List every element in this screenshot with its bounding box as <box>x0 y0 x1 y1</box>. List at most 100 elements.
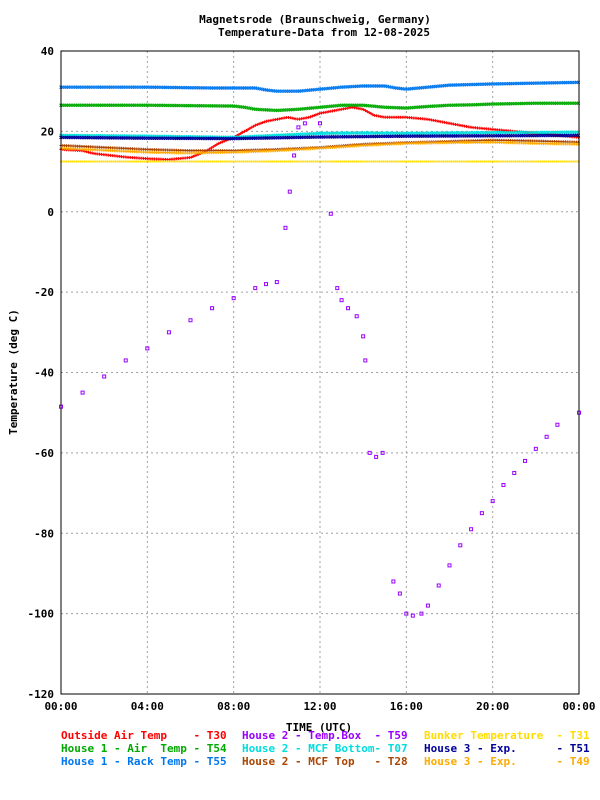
data-point <box>462 160 464 163</box>
data-point <box>374 454 379 459</box>
data-point <box>335 286 340 291</box>
data-point <box>301 160 303 163</box>
data-point <box>225 160 227 163</box>
data-point <box>69 160 72 163</box>
data-point <box>122 160 124 163</box>
data-point <box>291 160 293 163</box>
series-T54 <box>59 101 581 113</box>
series-T51 <box>59 133 581 141</box>
data-point <box>372 160 375 163</box>
data-point <box>404 160 406 163</box>
data-point <box>569 160 571 163</box>
data-point <box>534 160 536 163</box>
data-point <box>296 125 301 130</box>
data-point <box>255 123 259 127</box>
data-point <box>174 160 177 163</box>
data-point <box>147 160 150 163</box>
data-point <box>413 160 416 163</box>
data-point <box>287 160 290 163</box>
y-tick-label: -80 <box>34 527 54 540</box>
data-point <box>303 160 305 163</box>
data-point <box>153 160 156 163</box>
data-point <box>316 112 320 116</box>
data-point <box>165 160 167 163</box>
data-point <box>397 591 402 596</box>
x-tick-label: 04:00 <box>131 700 164 713</box>
data-point <box>141 160 144 163</box>
data-point <box>314 160 317 163</box>
data-point <box>192 160 194 163</box>
data-point <box>314 113 318 117</box>
series-T31 <box>60 160 579 163</box>
data-point <box>469 527 474 532</box>
data-point <box>574 160 577 163</box>
data-point <box>354 314 359 319</box>
data-point <box>470 160 472 163</box>
data-point <box>289 160 292 163</box>
data-point <box>77 160 80 163</box>
data-point <box>281 160 284 163</box>
data-point <box>104 160 107 163</box>
data-point <box>361 334 366 339</box>
data-point <box>302 121 307 126</box>
data-point <box>411 160 414 163</box>
data-point <box>155 160 157 163</box>
data-point <box>468 160 470 163</box>
series-T49 <box>59 140 580 155</box>
data-point <box>316 160 319 163</box>
data-point <box>299 160 301 163</box>
data-point <box>259 121 263 125</box>
axis-ticks: 00:00 04:00 08:00 12:00 16:00 20:00 00:00 40 20 0… <box>28 45 596 713</box>
data-point <box>180 160 183 163</box>
data-point <box>343 160 346 163</box>
data-point <box>241 130 245 134</box>
data-point <box>351 160 354 163</box>
data-point <box>378 160 381 163</box>
data-point <box>437 160 439 163</box>
data-point <box>184 160 187 163</box>
data-point <box>339 160 342 163</box>
data-point <box>431 160 433 163</box>
data-point <box>404 611 409 616</box>
data-point <box>273 160 276 163</box>
data-point <box>266 160 268 163</box>
data-point <box>248 160 251 163</box>
data-point <box>538 160 540 163</box>
data-point <box>93 160 95 163</box>
data-point <box>253 123 257 127</box>
data-point <box>489 160 492 163</box>
data-point <box>196 160 198 163</box>
data-point <box>345 160 348 163</box>
data-point <box>143 160 146 163</box>
data-point <box>505 160 507 163</box>
data-point <box>419 160 422 163</box>
y-tick-label: -20 <box>34 286 54 299</box>
data-point <box>357 160 360 163</box>
data-point <box>258 160 260 163</box>
data-point <box>409 160 412 163</box>
data-point <box>508 160 511 163</box>
data-point <box>458 160 461 163</box>
data-point <box>417 160 420 163</box>
data-point <box>116 160 119 163</box>
data-point <box>425 160 427 163</box>
data-point <box>128 160 130 163</box>
data-point <box>240 160 243 163</box>
data-point <box>374 160 377 163</box>
data-point <box>402 160 404 163</box>
y-tick-label: 0 <box>47 206 54 219</box>
data-point <box>479 511 484 516</box>
data-point <box>274 280 279 285</box>
data-point <box>318 160 321 163</box>
data-point <box>367 111 371 115</box>
data-point <box>576 160 579 163</box>
data-point <box>269 160 272 163</box>
data-point <box>555 422 560 427</box>
data-point <box>73 160 76 163</box>
data-point <box>149 160 152 163</box>
legend-entry: House 1 - Rack Temp - T55 <box>61 755 227 768</box>
data-point <box>67 160 70 163</box>
y-tick-label: -40 <box>34 367 54 380</box>
